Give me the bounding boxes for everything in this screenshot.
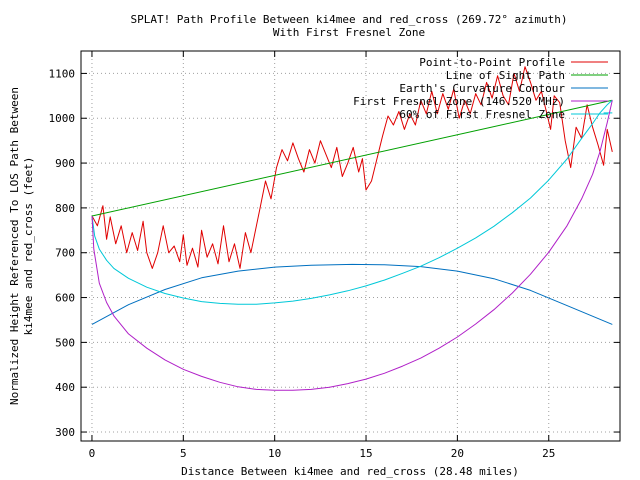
y-tick-label: 700	[55, 247, 75, 260]
series-line	[91, 66, 613, 269]
chart-title: SPLAT! Path Profile Between ki4mee and r…	[130, 13, 567, 26]
x-tick-label: 20	[451, 447, 464, 460]
y-axis-label-line2: ki4mee and red_cross (feet)	[22, 157, 35, 336]
series-lines	[91, 66, 613, 391]
y-tick-label: 400	[55, 381, 75, 394]
y-tick-label: 500	[55, 336, 75, 349]
y-tick-label: 300	[55, 426, 75, 439]
legend-label: Point-to-Point Profile	[419, 56, 565, 69]
x-tick-label: 15	[359, 447, 372, 460]
series-line	[91, 99, 613, 305]
x-tick-label: 25	[542, 447, 555, 460]
x-axis-label: Distance Between ki4mee and red_cross (2…	[181, 465, 519, 478]
grid-lines	[81, 51, 620, 441]
legend-label: Line of Sight Path	[446, 69, 565, 82]
chart-subtitle: With First Fresnel Zone	[273, 26, 425, 39]
y-tick-label: 1100	[49, 67, 76, 80]
series-line	[91, 100, 613, 391]
legend-label: Earth's Curvature Contour	[399, 82, 565, 95]
legend-label: First Fresnel Zone (146.520 MHz)	[353, 95, 565, 108]
y-tick-label: 900	[55, 157, 75, 170]
y-tick-label: 800	[55, 202, 75, 215]
series-line	[91, 99, 613, 217]
x-tick-label: 0	[89, 447, 96, 460]
axis-ticks: 0 5 10 15 20 25 300 400 500 600 700 800 900 1000 1100	[49, 51, 620, 460]
y-tick-label: 600	[55, 292, 75, 305]
y-tick-label: 1000	[49, 112, 76, 125]
plot-frame	[80, 50, 621, 442]
x-tick-label: 10	[268, 447, 281, 460]
x-tick-label: 5	[180, 447, 187, 460]
legend-label: 60% of First Fresnel Zone	[399, 108, 565, 121]
y-axis-label-line1: Normalized Height Referenced To LOS Path…	[8, 87, 21, 405]
